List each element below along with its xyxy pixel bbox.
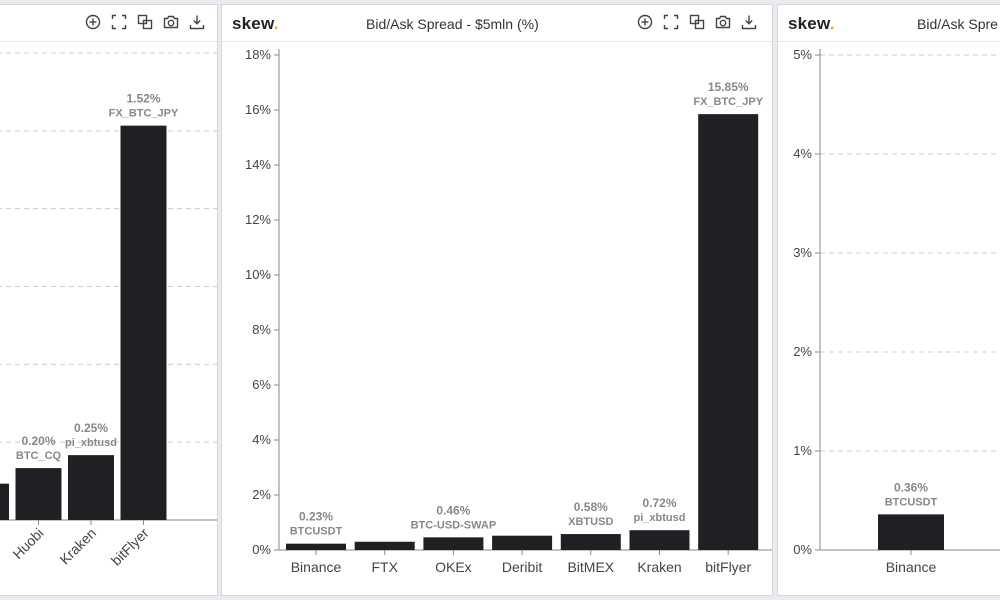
bar-huobi: [15, 468, 62, 520]
panel-toolbar: [636, 13, 758, 31]
bar-okex: [0, 483, 9, 520]
y-tick-label: 12%: [245, 212, 271, 227]
y-tick-label: 8%: [252, 322, 271, 337]
y-tick-label: 6%: [252, 377, 271, 392]
camera-icon[interactable]: [714, 13, 732, 31]
y-tick-label: 2%: [252, 487, 271, 502]
y-tick-label: 2%: [793, 344, 812, 359]
bar-value-label: 0.58%: [574, 500, 608, 514]
chart-title: Bid/Ask Spread - $5mln (%): [366, 16, 539, 32]
fullscreen-icon[interactable]: [662, 13, 680, 31]
camera-icon[interactable]: [162, 13, 180, 31]
x-category-label: bitFlyer: [705, 559, 751, 575]
bar-value-label: 0.36%: [894, 480, 928, 494]
bar-chart-right: 0% 1% 2% 3% 4% 5% 0.36% BTCUSDT Binance: [793, 47, 1000, 575]
bar-instrument-label: pi_xbtusd: [634, 512, 686, 524]
bar-instrument-label: FX_BTC_JPY: [109, 108, 179, 120]
bar-instrument-label: FX_BTC_JPY: [693, 96, 763, 108]
bar-binance: [878, 514, 944, 550]
y-tick-label: 0%: [793, 542, 812, 557]
y-tick-label: 14%: [245, 157, 271, 172]
bar-instrument-label: BTCUSDT: [290, 526, 343, 538]
x-category-label: Binance: [886, 559, 937, 575]
bar-instrument-label: BTC_CQ: [16, 450, 62, 462]
panel-header: [0, 5, 217, 42]
x-category-label: BitMEX: [567, 559, 614, 575]
chart-panel-middle: skew. Bid/Ask Spread - $5mln (%) 0% 2% 4% 6…: [221, 4, 773, 596]
bar-ftx: [354, 541, 415, 550]
x-category-label: Huobi: [9, 525, 46, 562]
bar-instrument-label: BTC-USD-SWAP: [411, 519, 497, 531]
x-category-label: OKEx: [435, 559, 472, 575]
bar-chart-left: ALKEx0.20%BTC_CQHuobi0.25%pi_xbtusdKrake…: [0, 52, 217, 569]
panel-toolbar: [84, 13, 206, 31]
chart-panel-right: skew. Bid/Ask Spre 0% 1% 2% 3% 4% 5% 0.36% BTCU…: [777, 4, 1000, 596]
skew-logo: skew.: [232, 14, 279, 33]
bar-value-label: 0.46%: [436, 503, 470, 517]
bar-kraken: [68, 455, 114, 520]
chart-panel-left: ALKEx0.20%BTC_CQHuobi0.25%pi_xbtusdKrake…: [0, 4, 218, 596]
x-category-label: bitFlyer: [108, 525, 152, 569]
y-tick-label: 4%: [252, 432, 271, 447]
y-tick-label: 10%: [245, 267, 271, 282]
copy-icon[interactable]: [688, 13, 706, 31]
x-category-label: Deribit: [502, 559, 543, 575]
bar-bitmex: [560, 534, 621, 550]
bar-instrument-label: BTCUSDT: [885, 496, 938, 508]
y-tick-label: 1%: [793, 443, 812, 458]
zoom-in-icon[interactable]: [84, 13, 102, 31]
bar-value-label: 0.20%: [21, 434, 55, 448]
panel-header: skew. Bid/Ask Spre: [778, 5, 1000, 42]
bar-deribit: [492, 535, 553, 550]
bar-value-label: 0.23%: [299, 510, 333, 524]
x-category-label: Kraken: [637, 559, 681, 575]
download-icon[interactable]: [188, 13, 206, 31]
bar-bitflyer: [698, 114, 759, 550]
x-category-label: FTX: [371, 559, 398, 575]
bar-kraken: [629, 530, 690, 550]
bar-value-label: 15.85%: [708, 80, 749, 94]
panel-header: skew. Bid/Ask Spread - $5mln (%): [222, 5, 772, 42]
y-tick-label: 0%: [252, 542, 271, 557]
fullscreen-icon[interactable]: [110, 13, 128, 31]
bar-chart-middle: 0% 2% 4% 6% 8% 10% 12% 14% 16% 18% 0.23% BTCUSDT Bin…: [245, 47, 772, 575]
x-category-label: Kraken: [56, 525, 99, 568]
copy-icon[interactable]: [136, 13, 154, 31]
y-tick-label: 4%: [793, 146, 812, 161]
x-category-label: Binance: [291, 559, 342, 575]
bar-value-label: 0.25%: [74, 421, 108, 435]
y-tick-label: 18%: [245, 47, 271, 62]
bar-bitflyer: [120, 125, 167, 521]
bar-value-label: 0.72%: [642, 496, 676, 510]
y-tick-label: 3%: [793, 245, 812, 260]
bar-binance: [286, 543, 346, 550]
skew-logo: skew.: [788, 14, 835, 33]
bar-instrument-label: pi_xbtusd: [65, 437, 117, 449]
bar-okex: [423, 537, 484, 550]
zoom-in-icon[interactable]: [636, 13, 654, 31]
download-icon[interactable]: [740, 13, 758, 31]
y-tick-label: 16%: [245, 102, 271, 117]
chart-title: Bid/Ask Spre: [917, 16, 998, 32]
bar-instrument-label: XBTUSD: [568, 516, 613, 528]
bar-value-label: 1.52%: [126, 92, 160, 106]
y-tick-label: 5%: [793, 47, 812, 62]
